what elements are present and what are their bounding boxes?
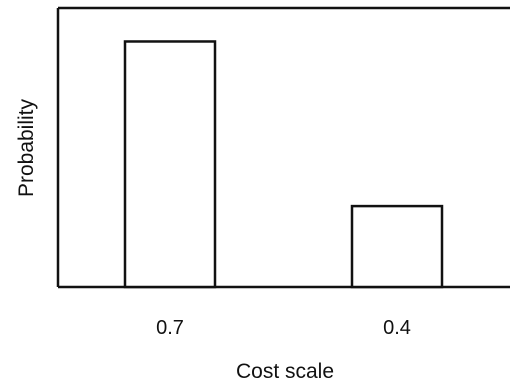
x-tick-label-0.4: 0.4: [383, 317, 411, 339]
y-axis-label: Probability: [15, 98, 38, 197]
bar-0.4: [350, 204, 444, 289]
bars-group: [123, 40, 444, 289]
x-tick-label-0.7: 0.7: [156, 317, 184, 339]
x-axis-label: Cost scale: [236, 360, 334, 382]
bar-0.7: [123, 40, 217, 289]
x-tick-labels: 0.7 0.4: [156, 317, 411, 339]
